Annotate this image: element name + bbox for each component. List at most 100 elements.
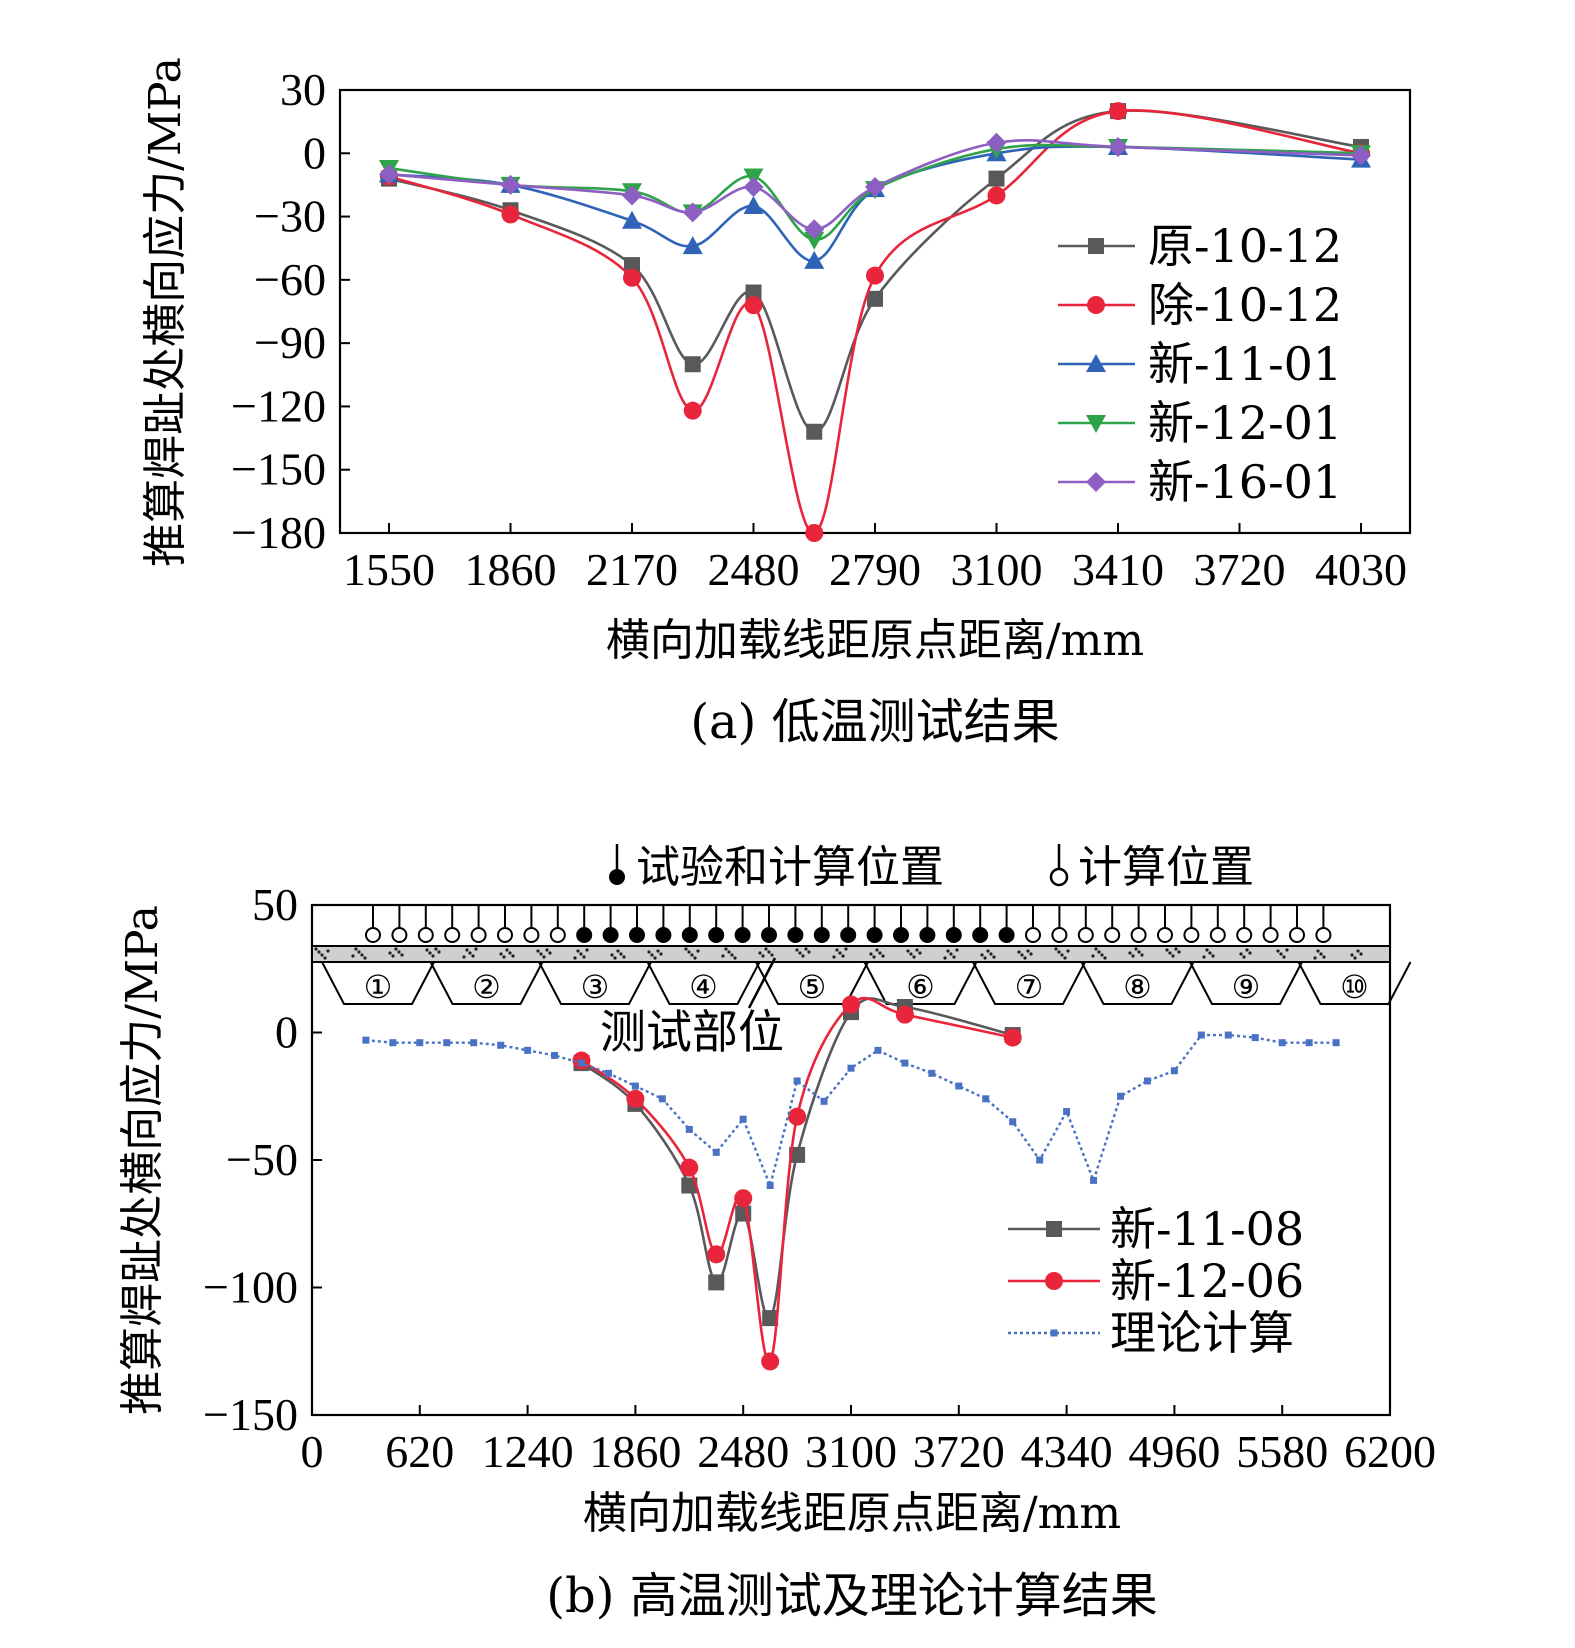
deck-texture-dot [1316,949,1320,953]
deck-texture-dot [1029,952,1033,956]
rib-number: ⑨ [1232,968,1261,1006]
u-rib [429,961,544,1005]
chart-b-xtick-label: 4960 [1128,1426,1220,1477]
deck-texture-dot [1239,952,1243,956]
deck-texture-dot [684,947,688,951]
chart-b-point-s3 [1143,1077,1151,1085]
deck-texture-dot [1205,948,1209,952]
deck-texture-dot [351,954,355,958]
deck-texture-dot [992,955,996,959]
deck-texture-dot [437,950,441,954]
deck-texture-dot [1134,947,1138,951]
test-pin [840,927,857,943]
deck-texture-dot [1097,950,1101,954]
chart-a-legend-label: 原-10-12 [1148,219,1342,273]
chart-a-ytick-label: 30 [280,64,326,115]
chart-b-point-s3 [604,1069,612,1077]
test-pin [972,927,989,943]
chart-a-point-s3 [682,236,703,255]
deck-texture-dot [1279,952,1283,956]
chart-b-point-s3 [1117,1092,1124,1100]
calc-pin [417,927,434,943]
test-location-pointer [747,957,777,1009]
deck-texture-dot [499,952,503,956]
chart-b-point-s1 [681,1177,698,1194]
deck-texture-dot [1319,952,1323,956]
deck-texture-dot [431,954,435,958]
chart-a-point-s2 [866,266,884,285]
deck-texture-dot [434,947,438,951]
deck-texture-dot [1131,954,1135,958]
deck-texture-dot [733,956,737,960]
deck-texture-dot [1202,955,1206,959]
chart-a-point-s2 [805,524,824,542]
chart-b-point-s3 [524,1046,532,1054]
chart-a-xtick-label: 3720 [1194,544,1286,595]
chart-a-ylabel: 推算焊趾处横向应力/MPa [140,57,191,567]
chart-a-xtick-label: 2480 [707,544,799,595]
deck-texture-dot [875,948,879,952]
deck-texture-dot [1350,953,1354,957]
deck-texture-dot [508,951,512,955]
deck-texture-dot [579,952,583,956]
legend-solid-pin [609,869,625,885]
deck-texture-dot [505,948,509,952]
chart-b-point-s3 [1332,1039,1340,1047]
chart-a-point-s5 [621,185,642,206]
deck-texture-dot [323,956,327,960]
calc-pin [470,927,487,943]
deck-texture-dot [1017,950,1021,954]
chart-a-point-s2 [1109,102,1128,121]
deck-texture-dot [536,949,540,953]
calc-pin [1315,927,1332,943]
chart-a-point-s2 [987,186,1006,205]
deck-texture-dot [727,950,731,954]
calc-pin [1262,927,1279,943]
chart-a-ytick-label: −150 [231,444,326,495]
rib-number: ⑧ [1123,968,1152,1006]
test-pin [708,927,725,943]
chart-a-point-s1 [745,284,762,301]
chart-b-point-s3 [793,1077,801,1085]
chart-b-ylabel: 推算焊趾处横向应力/MPa [117,905,168,1415]
chart-a-xtick-label: 3410 [1072,544,1164,595]
deck-texture-dot [659,952,663,956]
chart-a-series-line-1 [388,109,1362,434]
test-pin [866,927,883,943]
deck-texture-dot [354,947,358,951]
chart-b-legend-label: 新-11-08 [1110,1202,1304,1256]
deck-texture-dot [946,949,950,953]
deck-texture-dot [983,956,987,960]
deck-texture-dot [1128,951,1132,955]
rib-number: ① [364,968,393,1006]
deck-texture-dot [1285,948,1289,952]
chart-b-point-s2 [842,995,860,1014]
deck-texture-dot [1060,953,1064,957]
deck-texture-dot [465,948,469,952]
deck-texture-dot [801,954,805,958]
chart-b-point-s3 [1170,1067,1178,1075]
test-pin [813,927,830,943]
deck-texture-dot [1359,952,1363,956]
chart-a-ytick-label: −120 [231,380,326,431]
chart-b-point-s3 [901,1059,909,1067]
deck-texture-dot [980,953,984,957]
deck-texture-dot [764,947,768,951]
chart-a-point-s4 [804,231,825,250]
chart-a-point-s5 [986,132,1007,153]
chart-b-point-s3 [1251,1034,1259,1042]
chart-a-point-s5 [804,219,825,240]
deck-texture-dot [613,956,617,960]
calc-pin [1025,927,1041,943]
chart-a-ytick-label: −30 [254,191,326,242]
deck-texture-dot [656,949,660,953]
chart-b-point-s3 [1278,1039,1286,1047]
test-pin [681,927,698,943]
test-pin [629,927,645,943]
chart-b-point-s3 [497,1041,505,1049]
chart-b-point-s3 [1224,1031,1232,1039]
deck-texture-dot [425,948,429,952]
chart-a-xtick-label: 1860 [464,544,556,595]
deck-texture-dot [360,953,364,957]
